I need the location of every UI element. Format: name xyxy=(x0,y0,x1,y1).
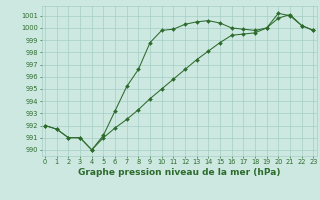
X-axis label: Graphe pression niveau de la mer (hPa): Graphe pression niveau de la mer (hPa) xyxy=(78,168,280,177)
